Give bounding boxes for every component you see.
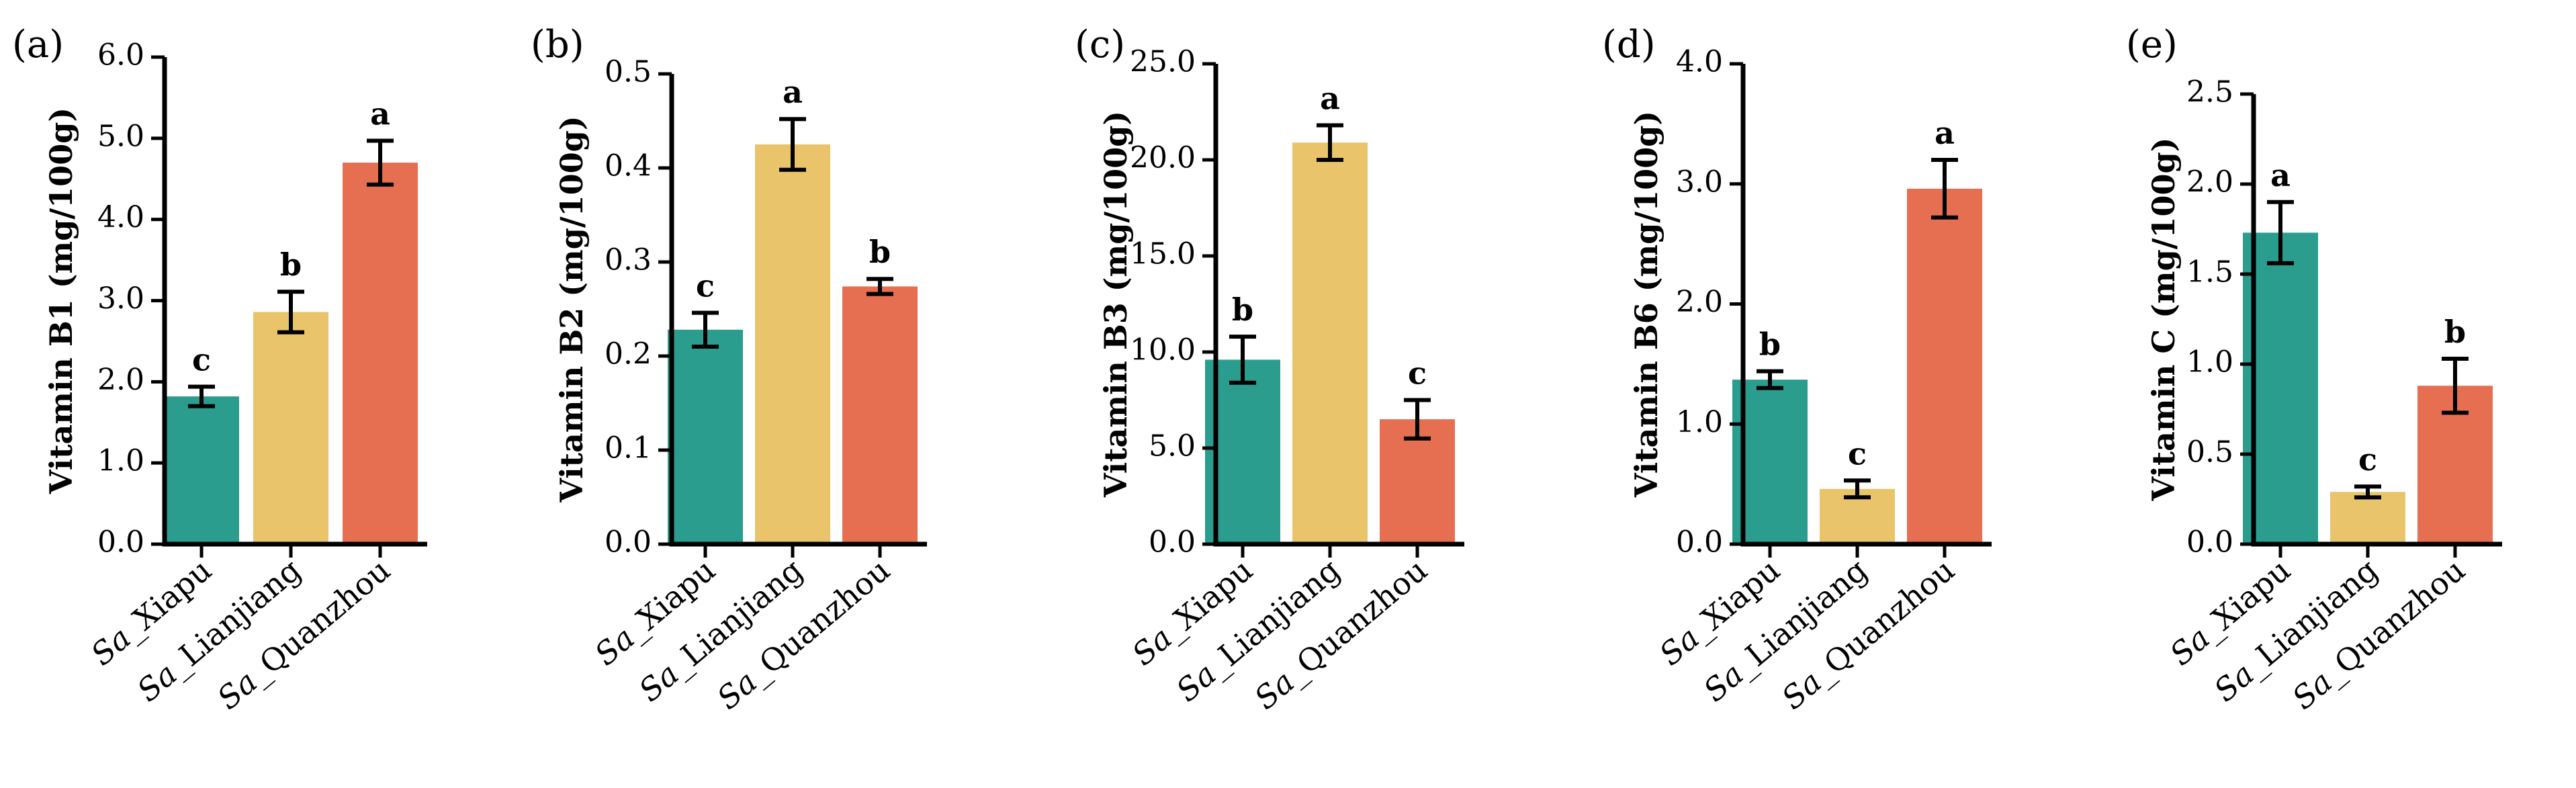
y-axis-label: Vitamin B3 (mg/100g) [1098, 111, 1134, 498]
error-bar [1844, 478, 1871, 500]
significance-label: b [1232, 292, 1253, 328]
error-bar [2267, 200, 2294, 265]
bar-sa-quanzhou [842, 286, 918, 544]
significance-label: a [1320, 81, 1340, 117]
axes [1740, 64, 1992, 547]
panel-label: (e) [2126, 23, 2178, 67]
significance-label: c [1408, 355, 1427, 392]
y-tick-label: 0.0 [605, 525, 652, 560]
panel-label: (c) [1075, 23, 1125, 67]
y-tick-label: 0.0 [97, 525, 144, 560]
y-tick-label: 6.0 [97, 38, 144, 73]
y-tick-label: 20.0 [1130, 141, 1196, 175]
error-bar [188, 384, 215, 408]
y-tick-label: 2.0 [1676, 285, 1723, 319]
y-tick-label: 0.5 [605, 55, 652, 89]
significance-label: a [370, 95, 390, 132]
y-tick-label: 1.0 [97, 444, 144, 478]
significance-label: c [2358, 441, 2377, 478]
y-tick-label: 1.5 [2186, 255, 2233, 290]
panel-label: (b) [531, 23, 584, 67]
y-tick-label: 0.0 [2186, 525, 2233, 560]
axes [2251, 94, 2502, 547]
axes [162, 57, 427, 547]
error-bar [1404, 398, 1431, 441]
bar-sa-quanzhou [343, 163, 418, 545]
y-tick-label: 0.4 [605, 149, 652, 183]
bar-sa-lianjiang [253, 312, 328, 544]
y-tick-label: 0.2 [605, 337, 652, 371]
y-tick-label: 0.5 [2186, 435, 2233, 470]
bar-sa-quanzhou [1907, 188, 1982, 544]
error-bar [692, 310, 719, 349]
axes [669, 74, 927, 547]
significance-label: b [280, 247, 302, 283]
panel-label: (a) [12, 23, 64, 67]
y-tick-label: 5.0 [97, 119, 144, 153]
bar-sa-lianjiang [1292, 142, 1368, 544]
error-bar [2442, 356, 2469, 415]
y-tick-label: 5.0 [1149, 429, 1196, 464]
bar-sa-xiapu [164, 396, 239, 544]
y-axis-label: Vitamin B2 (mg/100g) [553, 116, 590, 502]
error-bar [779, 117, 806, 172]
axes [1213, 64, 1464, 547]
y-tick-label: 0.0 [1149, 525, 1196, 560]
y-tick-label: 1.0 [1676, 405, 1723, 439]
significance-label: a [783, 74, 803, 110]
bar-sa-xiapu [668, 329, 743, 544]
panel-label: (d) [1602, 23, 1656, 67]
error-bar [367, 138, 394, 187]
error-bar [1757, 369, 1783, 390]
significance-label: c [192, 342, 211, 378]
y-tick-label: 15.0 [1130, 237, 1196, 271]
y-tick-label: 2.0 [2186, 165, 2233, 200]
y-axis-label: Vitamin C (mg/100g) [2145, 138, 2182, 502]
bar-sa-lianjiang [755, 144, 830, 544]
y-tick-label: 3.0 [97, 281, 144, 316]
significance-label: a [1935, 115, 1955, 151]
y-tick-label: 2.0 [97, 363, 144, 397]
significance-label: b [1759, 326, 1781, 363]
error-bar [1931, 158, 1958, 220]
significance-label: b [2444, 314, 2466, 350]
significance-label: c [696, 268, 715, 304]
significance-label: a [2270, 157, 2291, 193]
y-tick-label: 4.0 [97, 200, 144, 234]
y-tick-label: 10.0 [1130, 333, 1196, 367]
y-axis-label: Vitamin B6 (mg/100g) [1628, 111, 1664, 498]
y-tick-label: 4.0 [1676, 45, 1723, 79]
y-tick-label: 3.0 [1676, 165, 1723, 199]
error-bar [1229, 335, 1256, 385]
error-bar [867, 277, 893, 296]
y-tick-label: 25.0 [1130, 45, 1196, 79]
bar-sa-lianjiang [2330, 492, 2405, 544]
y-axis-label: Vitamin B1 (mg/100g) [43, 107, 79, 494]
significance-label: c [1848, 435, 1867, 472]
y-tick-label: 0.1 [605, 431, 652, 466]
error-bar [1317, 123, 1343, 162]
significance-label: b [869, 234, 891, 270]
y-tick-label: 2.5 [2186, 75, 2233, 110]
y-tick-label: 0.3 [605, 243, 652, 277]
error-bar [2354, 484, 2381, 500]
y-tick-label: 1.0 [2186, 345, 2233, 380]
error-bar [277, 290, 304, 335]
y-tick-label: 0.0 [1676, 525, 1723, 560]
